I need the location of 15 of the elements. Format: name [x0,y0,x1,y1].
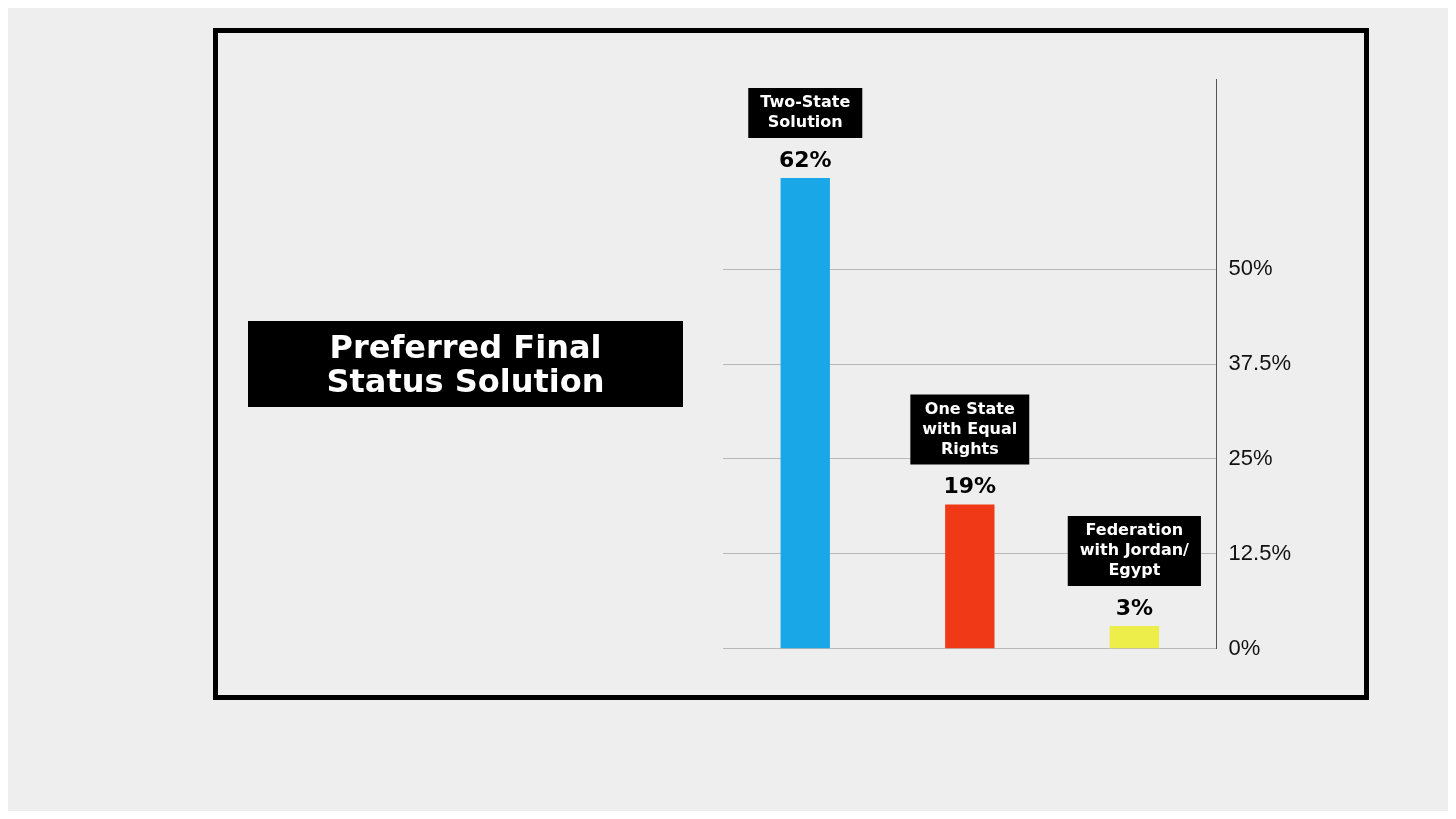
x-tick-label: One State with Equal Rights [922,398,1018,458]
x-tick-label: Federation with Jordan/ Egypt [1079,520,1190,580]
x-tick-label: Two-State Solution [760,92,851,132]
bar [945,504,995,649]
data-label: 19% [943,473,997,499]
y-tick-label: 25% [1228,445,1273,470]
bar [780,177,830,649]
text: Preferred Final Status Solution [248,321,683,407]
y-tick-label: 37.5% [1228,350,1292,376]
y-tick-label: 0% [1228,634,1261,660]
y-tick-label: 12.5% [1228,539,1292,565]
y-tick-label: 50% [1228,255,1273,281]
data-label: 3% [1115,594,1154,620]
data-label: 62% [778,146,832,172]
bar [1109,626,1160,649]
